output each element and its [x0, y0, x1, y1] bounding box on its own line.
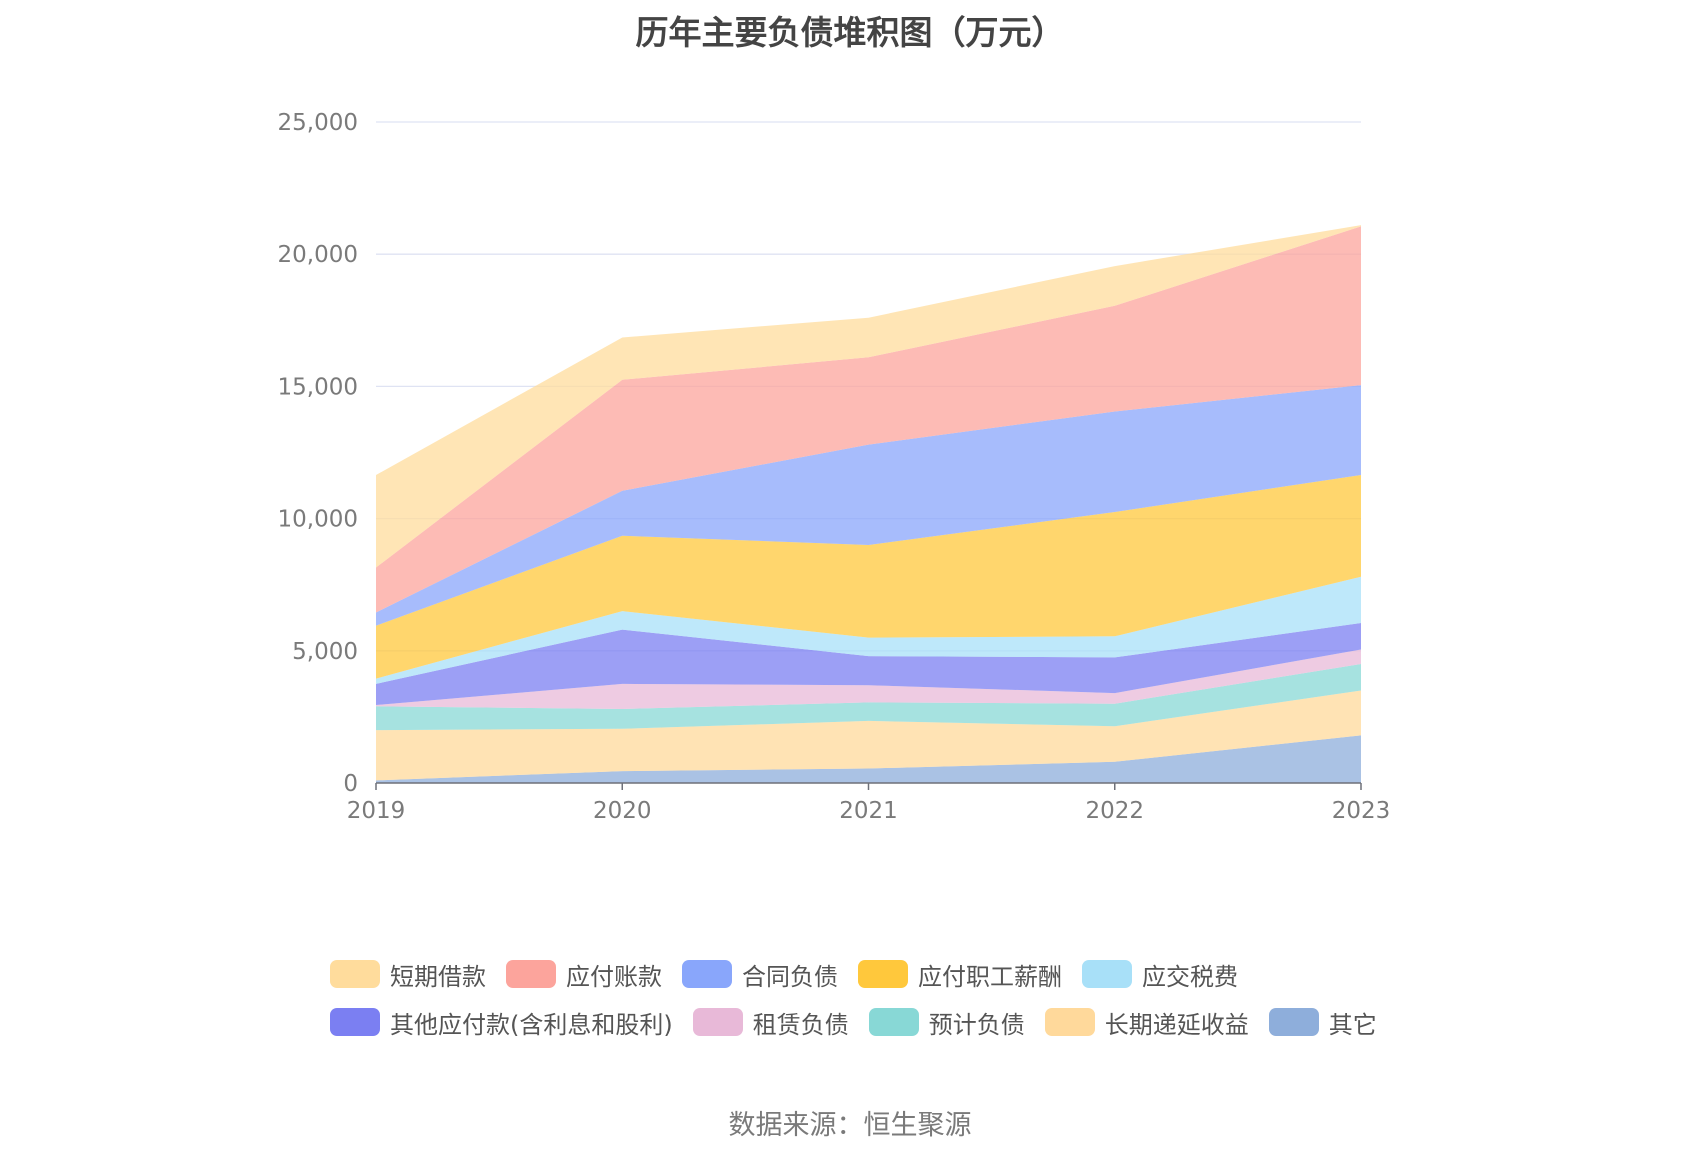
x-tick-label: 2020: [593, 798, 652, 824]
area-series: [376, 623, 1361, 705]
legend-swatch: [330, 960, 380, 988]
y-tick-label: 5,000: [292, 639, 358, 665]
legend-item[interactable]: 合同负债: [682, 957, 838, 992]
legend-item[interactable]: 应交税费: [1082, 957, 1238, 992]
legend-label: 预计负债: [928, 1010, 1025, 1039]
axes: 0 5,000 10,000 15,000 20,000 25,000 2019 2020 20…: [278, 110, 1391, 824]
area-series: [376, 690, 1361, 781]
legend-item[interactable]: 租赁负债: [692, 1005, 849, 1040]
legend-item[interactable]: 预计负债: [868, 1005, 1025, 1040]
legend-label: 其它: [1328, 1010, 1377, 1039]
legend-swatch: [858, 960, 908, 988]
legend-item[interactable]: 短期借款: [330, 957, 486, 992]
legend-swatch: [692, 1008, 743, 1036]
area-series: [376, 649, 1361, 709]
legend-label: 应付职工薪酬: [918, 962, 1062, 991]
x-tick-label: 2023: [1332, 798, 1391, 824]
y-tick-label: 10,000: [278, 507, 358, 533]
legend-item[interactable]: 其他应付款(含利息和股利): [330, 1005, 673, 1040]
legend: 短期借款 应付账款 合同负债 应付职工薪酬 应交税费其他应付款(含利息和股利) 租赁负债 预…: [330, 950, 1430, 1046]
area-series: [376, 475, 1361, 679]
x-tick-label: 2021: [839, 798, 898, 824]
area-series: [376, 226, 1361, 613]
legend-label: 长期递延收益: [1104, 1010, 1249, 1039]
area-series: [376, 576, 1361, 684]
page-title: 历年主要负债堆积图（万元）: [635, 13, 1065, 52]
legend-label: 应付账款: [566, 962, 662, 991]
area-series: [376, 225, 1361, 783]
y-tick-label: 25,000: [278, 110, 358, 136]
legend-swatch: [506, 960, 556, 988]
legend-row: 短期借款 应付账款 合同负债 应付职工薪酬 应交税费: [330, 950, 1430, 998]
legend-label: 其他应付款(含利息和股利): [390, 1010, 673, 1039]
legend-item[interactable]: 应付职工薪酬: [858, 957, 1062, 992]
x-tick-label: 2022: [1085, 798, 1144, 824]
x-tick-label: 2019: [347, 798, 406, 824]
legend-label: 短期借款: [390, 962, 486, 991]
y-tick-label: 20,000: [278, 242, 358, 268]
legend-label: 合同负债: [742, 962, 838, 991]
area-series: [376, 385, 1361, 626]
legend-row: 其他应付款(含利息和股利) 租赁负债 预计负债 长期递延收益 其它: [330, 998, 1430, 1046]
legend-swatch: [1268, 1008, 1319, 1036]
legend-swatch: [1044, 1008, 1095, 1036]
legend-item[interactable]: 应付账款: [506, 957, 662, 992]
legend-label: 应交税费: [1142, 962, 1238, 991]
data-source: 数据来源：恒生聚源: [728, 1110, 972, 1141]
legend-label: 租赁负债: [752, 1010, 849, 1039]
legend-item[interactable]: 其它: [1268, 1005, 1377, 1040]
legend-swatch: [868, 1008, 919, 1036]
legend-swatch: [1082, 960, 1132, 988]
y-tick-label: 15,000: [278, 374, 358, 400]
legend-item[interactable]: 长期递延收益: [1044, 1005, 1249, 1040]
area-series: [376, 735, 1361, 783]
y-tick-label: 0: [343, 771, 358, 797]
legend-swatch: [330, 1008, 380, 1036]
legend-swatch: [682, 960, 732, 988]
area-series: [376, 664, 1361, 731]
area-series: [376, 225, 1361, 568]
